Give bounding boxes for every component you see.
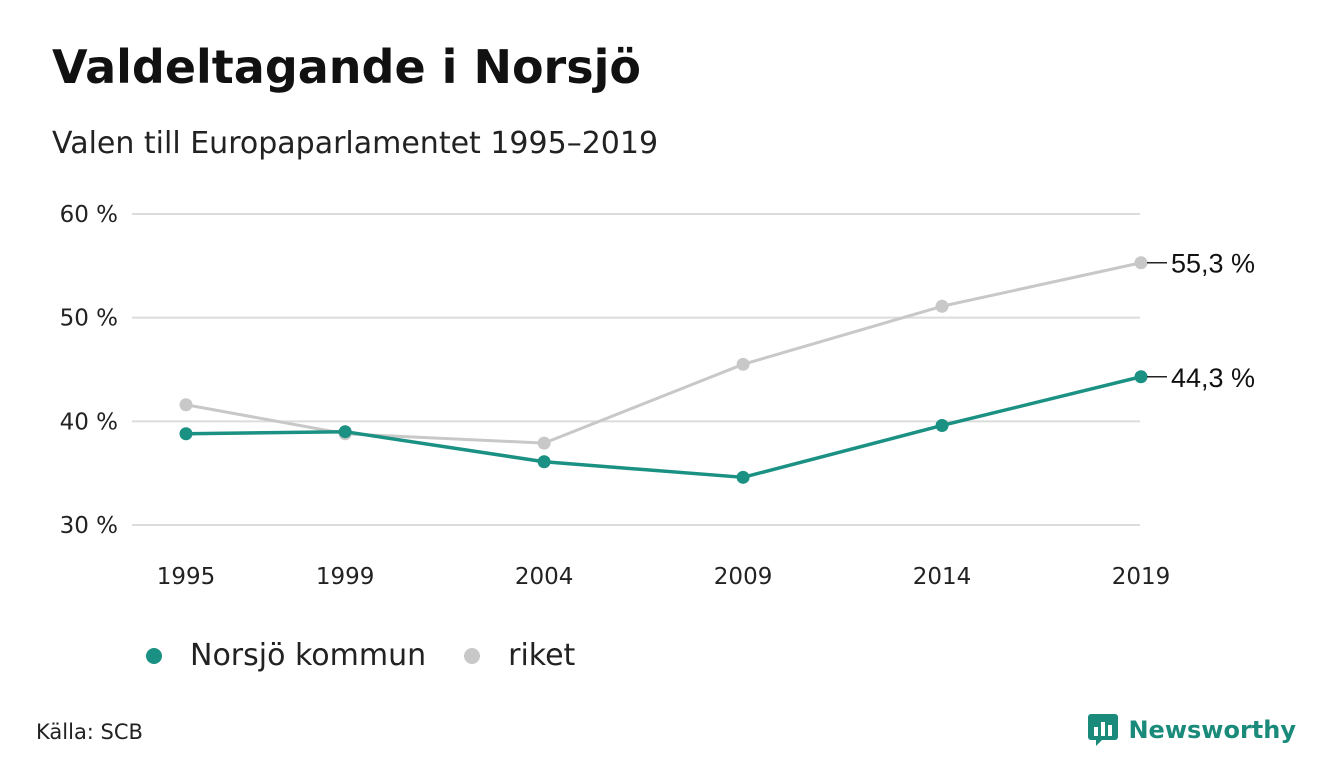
x-tick-label: 2004 bbox=[515, 564, 574, 590]
y-tick-label: 60 % bbox=[60, 202, 118, 228]
data-point-norsjo bbox=[1134, 370, 1148, 384]
chart-title: Valdeltagande i Norsjö bbox=[52, 40, 641, 94]
y-axis-ticks: 30 % 40 % 50 % 60 % bbox=[60, 202, 118, 539]
x-tick-label: 1999 bbox=[316, 564, 375, 590]
data-point-norsjo bbox=[179, 427, 193, 441]
chart-subtitle: Valen till Europaparlamentet 1995–2019 bbox=[52, 126, 659, 161]
x-tick-label: 2014 bbox=[913, 564, 972, 590]
data-point-norsjo bbox=[935, 418, 949, 432]
data-point-riket bbox=[1134, 256, 1148, 270]
brand-logo: Newsworthy bbox=[1088, 714, 1296, 746]
data-point-riket bbox=[736, 357, 750, 371]
x-axis-ticks: 1995 1999 2004 2009 2014 2019 bbox=[157, 564, 1171, 590]
legend-item-riket: riket bbox=[464, 638, 575, 673]
end-labels: 55,3 % 44,3 % bbox=[1147, 249, 1255, 393]
y-tick-label: 30 % bbox=[60, 513, 118, 539]
legend-label-riket: riket bbox=[508, 638, 576, 673]
data-point-norsjo bbox=[736, 470, 750, 484]
data-point-norsjo bbox=[338, 425, 352, 439]
legend-marker-norsjo bbox=[146, 647, 162, 664]
newsworthy-logo-icon bbox=[1088, 714, 1119, 746]
x-tick-label: 2009 bbox=[714, 564, 773, 590]
line-chart: 30 % 40 % 50 % 60 % 1995 1999 2004 2009 2014 201… bbox=[60, 202, 1256, 590]
data-point-norsjo bbox=[537, 455, 551, 469]
legend-marker-riket bbox=[464, 647, 481, 664]
y-tick-label: 50 % bbox=[60, 306, 118, 332]
x-tick-label: 1995 bbox=[157, 564, 216, 590]
data-point-riket bbox=[179, 398, 193, 412]
x-tick-label: 2019 bbox=[1112, 564, 1171, 590]
data-point-riket bbox=[537, 436, 551, 450]
series-norsjo bbox=[179, 370, 1148, 484]
brand-name: Newsworthy bbox=[1128, 716, 1296, 744]
source-note: Källa: SCB bbox=[36, 720, 143, 744]
y-tick-label: 40 % bbox=[60, 409, 118, 435]
series-line-riket bbox=[185, 261, 1142, 445]
series-line-norsjo bbox=[185, 375, 1142, 480]
legend: Norsjö kommun riket bbox=[146, 638, 613, 673]
legend-item-norsjo: Norsjö kommun bbox=[146, 638, 426, 673]
end-label-riket: 55,3 % bbox=[1171, 249, 1255, 279]
gridlines bbox=[132, 213, 1140, 526]
end-label-norsjo: 44,3 % bbox=[1171, 363, 1255, 393]
data-point-riket bbox=[935, 299, 949, 313]
series-lines bbox=[179, 256, 1148, 484]
legend-label-norsjo: Norsjö kommun bbox=[190, 638, 427, 673]
